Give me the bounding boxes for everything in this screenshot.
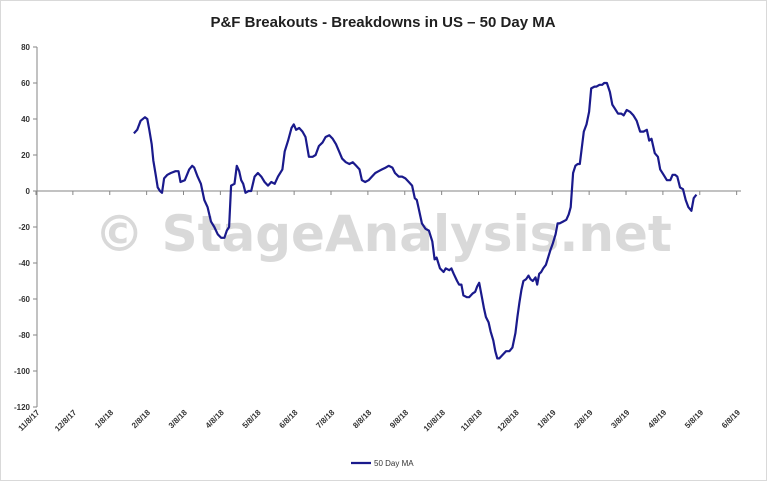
x-tick-label: 9/8/18 [388, 408, 410, 430]
x-tick-label: 7/8/18 [314, 408, 336, 430]
y-tick-label: 0 [26, 187, 31, 196]
y-tick-label: -80 [18, 331, 30, 340]
x-tick-label: 12/8/18 [496, 408, 522, 434]
y-tick-label: 40 [21, 115, 30, 124]
x-tick-label: 3/8/18 [167, 408, 189, 430]
y-tick-label: -20 [18, 223, 30, 232]
x-tick-label: 1/8/19 [536, 408, 558, 430]
x-tick-label: 12/8/17 [53, 408, 79, 434]
legend-label: 50 Day MA [374, 459, 414, 468]
legend: 50 Day MA [351, 459, 414, 468]
y-tick-label: 60 [21, 79, 30, 88]
x-tick-label: 6/8/18 [277, 408, 299, 430]
x-tick-label: 6/8/19 [720, 408, 742, 430]
y-tick-label: -60 [18, 295, 30, 304]
y-tick-label: -120 [14, 403, 31, 412]
x-tick-label: 8/8/18 [351, 408, 373, 430]
x-tick-label: 2/8/18 [130, 408, 152, 430]
y-tick-label: 80 [21, 43, 30, 52]
y-tick-label: -40 [18, 259, 30, 268]
y-tick-label: 20 [21, 151, 30, 160]
x-tick-label: 2/8/19 [572, 408, 594, 430]
x-tick-label: 5/8/19 [683, 408, 705, 430]
y-axis-ticks: 80 60 40 20 0 -20 -40 -60 -80 -100 -120 [14, 43, 37, 412]
chart-title: P&F Breakouts - Breakdowns in US – 50 Da… [210, 14, 555, 31]
watermark: © StageAnalysis.net [94, 205, 672, 263]
x-tick-label: 3/8/19 [609, 408, 631, 430]
series-line-50-day-ma [133, 81, 698, 360]
y-tick-label: -100 [14, 367, 31, 376]
x-tick-label: 4/8/18 [204, 408, 226, 430]
x-tick-label: 1/8/18 [93, 408, 115, 430]
x-tick-label: 4/8/19 [646, 408, 668, 430]
x-tick-label: 11/8/18 [459, 408, 484, 433]
x-tick-label: 10/8/18 [422, 408, 448, 434]
x-tick-label: 5/8/18 [241, 408, 263, 430]
